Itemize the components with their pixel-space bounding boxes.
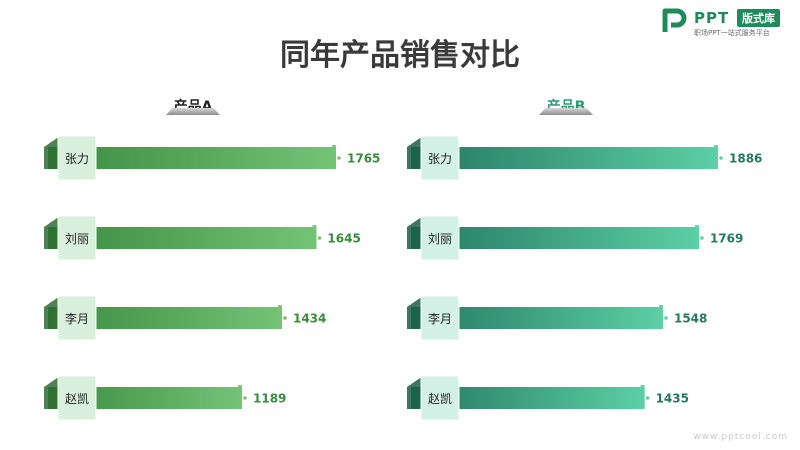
bar-end-cap bbox=[238, 385, 243, 409]
bar bbox=[411, 227, 699, 249]
bar bbox=[48, 387, 243, 409]
value-label: 1548 bbox=[674, 312, 707, 326]
category-label: 张力 bbox=[428, 152, 452, 166]
panel-title-a-pedestal bbox=[166, 108, 220, 115]
panel-title-b-pedestal bbox=[539, 108, 593, 115]
logo: PPT 版式库 职场PPT一站式服务平台 bbox=[662, 8, 782, 42]
bar-end-cap bbox=[694, 225, 699, 249]
category-tab bbox=[420, 215, 460, 261]
tab-fold bbox=[407, 296, 423, 329]
value-label: 1886 bbox=[729, 152, 762, 166]
tab-fold bbox=[44, 376, 60, 409]
logo-p-icon bbox=[662, 8, 687, 32]
bar-end-dot bbox=[664, 316, 668, 320]
bar-end-dot bbox=[719, 156, 723, 160]
tab-fold bbox=[407, 136, 423, 169]
value-label: 1765 bbox=[347, 152, 380, 166]
category-tab bbox=[420, 375, 460, 421]
category-tab bbox=[57, 375, 97, 421]
bar-end-cap bbox=[312, 225, 317, 249]
bar-end-cap bbox=[277, 305, 282, 329]
bar-end-dot bbox=[283, 316, 287, 320]
category-label: 刘丽 bbox=[65, 232, 89, 246]
logo-tagline: 职场PPT一站式服务平台 bbox=[694, 29, 770, 37]
logo-brand: PPT bbox=[694, 9, 730, 27]
category-tab bbox=[420, 295, 460, 341]
category-label: 刘丽 bbox=[428, 232, 452, 246]
bar bbox=[411, 307, 663, 329]
bar-end-dot bbox=[243, 396, 247, 400]
watermark: www.pptcool.com bbox=[693, 432, 788, 442]
category-label: 张力 bbox=[65, 152, 89, 166]
bar-end-dot bbox=[645, 396, 650, 400]
category-tab bbox=[57, 295, 97, 341]
bar-end-cap bbox=[332, 145, 336, 169]
logo-badge: 版式库 bbox=[737, 9, 780, 27]
category-tab bbox=[420, 135, 460, 181]
bar-end-dot bbox=[337, 156, 341, 160]
tab-fold bbox=[407, 216, 423, 249]
category-tab bbox=[57, 215, 97, 261]
category-label: 赵凯 bbox=[65, 392, 89, 406]
tab-fold bbox=[44, 296, 60, 329]
category-tab bbox=[57, 135, 97, 181]
bar-end-cap bbox=[714, 145, 718, 169]
category-label: 赵凯 bbox=[428, 392, 452, 406]
tab-fold bbox=[44, 136, 60, 169]
bar-end-cap bbox=[640, 385, 645, 409]
tab-fold bbox=[44, 216, 60, 249]
bar-end-dot bbox=[700, 236, 704, 240]
value-label: 1645 bbox=[327, 232, 360, 246]
bar bbox=[411, 387, 645, 409]
bar bbox=[411, 147, 718, 169]
category-label: 李月 bbox=[65, 311, 89, 326]
bar bbox=[48, 227, 317, 249]
bar bbox=[48, 307, 282, 329]
value-label: 1435 bbox=[656, 392, 689, 406]
bar-end-cap bbox=[658, 305, 663, 329]
bar-end-dot bbox=[317, 236, 322, 240]
value-label: 1189 bbox=[253, 392, 286, 406]
category-label: 李月 bbox=[428, 311, 452, 326]
bar bbox=[48, 147, 336, 169]
page-title: 同年产品销售对比 bbox=[280, 38, 520, 73]
value-label: 1769 bbox=[710, 232, 743, 246]
tab-fold bbox=[407, 376, 423, 409]
value-label: 1434 bbox=[293, 312, 326, 326]
